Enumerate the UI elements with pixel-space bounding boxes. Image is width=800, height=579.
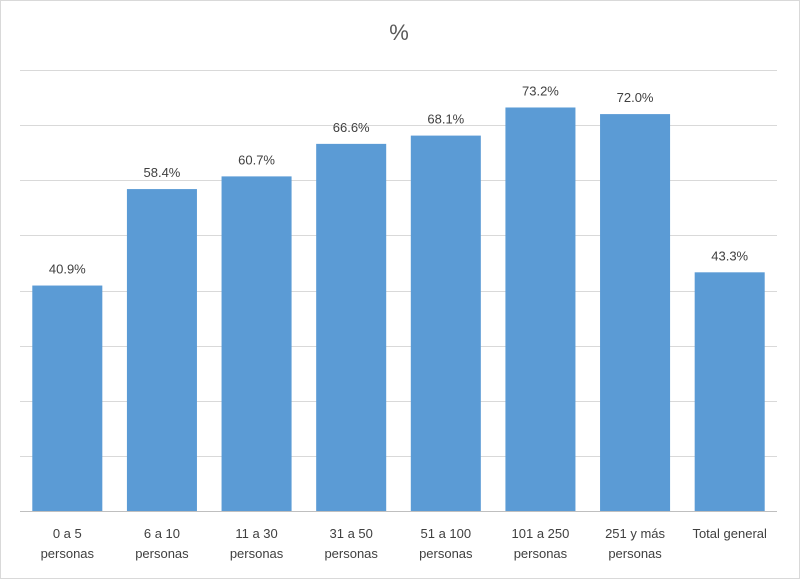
bar xyxy=(600,114,671,511)
category-label: personas xyxy=(608,546,662,561)
category-label: 0 a 5 xyxy=(53,526,82,541)
chart-title: % xyxy=(389,20,409,45)
data-label: 43.3% xyxy=(711,248,748,263)
category-label: 101 a 250 xyxy=(512,526,570,541)
bar xyxy=(316,143,387,511)
bar xyxy=(32,285,103,511)
category-label: 6 a 10 xyxy=(144,526,180,541)
category-label: personas xyxy=(135,546,189,561)
data-label: 60.7% xyxy=(238,152,275,167)
category-labels: 0 a 5 personas 6 a 10 personas 11 a 30 person… xyxy=(41,526,767,561)
category-label: personas xyxy=(514,546,568,561)
data-labels: 40.9% 58.4% 60.7% 66.6% 68.1% 73.2% 72.0% 43.3% xyxy=(49,83,749,276)
data-label: 66.6% xyxy=(333,120,370,135)
bar xyxy=(505,107,576,512)
data-label: 40.9% xyxy=(49,262,86,277)
bar xyxy=(410,135,481,511)
category-label: 31 a 50 xyxy=(330,526,373,541)
category-label: 51 a 100 xyxy=(421,526,472,541)
bar xyxy=(221,176,292,512)
data-label: 73.2% xyxy=(522,83,559,98)
bar xyxy=(694,272,765,511)
category-label: 11 a 30 xyxy=(235,526,277,541)
bar xyxy=(126,189,197,511)
data-label: 72.0% xyxy=(617,90,654,105)
category-label: personas xyxy=(419,546,473,561)
data-label: 68.1% xyxy=(427,112,464,127)
category-label: Total general xyxy=(692,526,767,541)
category-label: personas xyxy=(230,546,284,561)
data-label: 58.4% xyxy=(144,165,181,180)
category-label: personas xyxy=(41,546,95,561)
bars xyxy=(32,107,765,512)
category-label: personas xyxy=(324,546,378,561)
category-label: 251 y más xyxy=(605,526,665,541)
